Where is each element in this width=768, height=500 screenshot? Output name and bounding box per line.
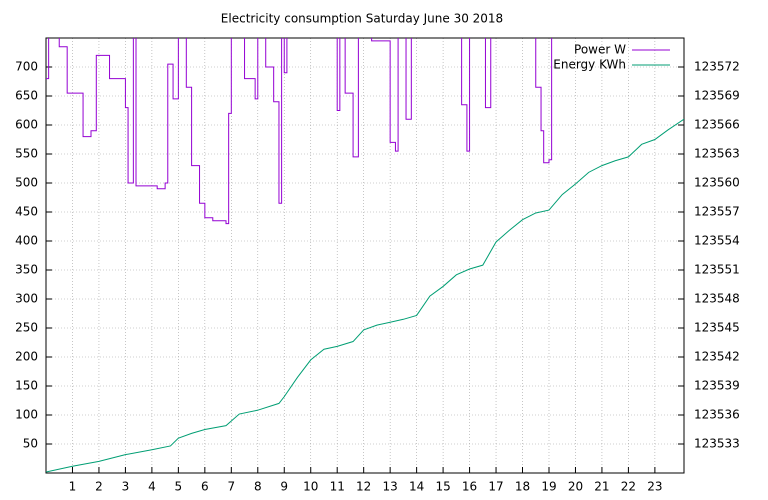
plot-frame [45,37,685,474]
y-tick-label: 700 [15,60,38,74]
legend-label: Power W [574,43,626,57]
y2-tick-label: 123572 [694,60,740,74]
x-tick-label: 5 [175,480,183,494]
y2-tick-label: 123539 [694,379,740,393]
x-tick-label: 21 [594,480,609,494]
x-tick-label: 1 [69,480,77,494]
x-tick-label: 22 [621,480,636,494]
series-line [46,118,684,473]
y2-tick-label: 123566 [694,118,740,132]
y2-tick-label: 123542 [694,350,740,364]
y-tick-label: 500 [15,176,38,190]
y-tick-label: 550 [15,147,38,161]
y-tick-label: 300 [15,292,38,306]
series-line [46,38,553,225]
y-tick-label: 600 [15,118,38,132]
legend-label: Energy KWh [553,58,626,72]
x-tick-label: 7 [227,480,235,494]
y2-tick-label: 123557 [694,205,740,219]
x-tick-label: 3 [122,480,130,494]
y-tick-label: 650 [15,89,38,103]
plot-area [46,38,684,473]
x-tick-label: 16 [462,480,477,494]
y-tick-label: 350 [15,263,38,277]
x-tick-label: 6 [201,480,209,494]
x-tick-label: 17 [488,480,503,494]
x-tick-label: 10 [303,480,318,494]
x-tick-label: 8 [254,480,262,494]
chart-title: Electricity consumption Saturday June 30… [221,12,503,26]
x-tick-label: 19 [541,480,556,494]
y-tick-label: 100 [15,408,38,422]
y2-tick-label: 123554 [694,234,740,248]
x-tick-label: 23 [647,480,662,494]
x-tick-label: 20 [568,480,583,494]
x-tick-label: 11 [330,480,345,494]
y2-tick-label: 123560 [694,176,740,190]
y2-tick-label: 123536 [694,408,740,422]
y-tick-label: 450 [15,205,38,219]
y-tick-label: 250 [15,321,38,335]
x-tick-label: 18 [515,480,530,494]
y2-tick-label: 123545 [694,321,740,335]
y-tick-label: 400 [15,234,38,248]
y-tick-label: 150 [15,379,38,393]
x-tick-label: 13 [383,480,398,494]
x-tick-label: 14 [409,480,424,494]
y2-tick-label: 123551 [694,263,740,277]
x-tick-label: 2 [95,480,103,494]
x-tick-label: 12 [356,480,371,494]
y2-tick-label: 123563 [694,147,740,161]
x-tick-label: 15 [435,480,450,494]
y-tick-label: 200 [15,350,38,364]
y-tick-label: 50 [23,437,38,451]
x-tick-label: 4 [148,480,156,494]
y2-tick-label: 123569 [694,89,740,103]
x-tick-label: 9 [280,480,288,494]
y2-tick-label: 123533 [694,437,740,451]
y2-tick-label: 123548 [694,292,740,306]
